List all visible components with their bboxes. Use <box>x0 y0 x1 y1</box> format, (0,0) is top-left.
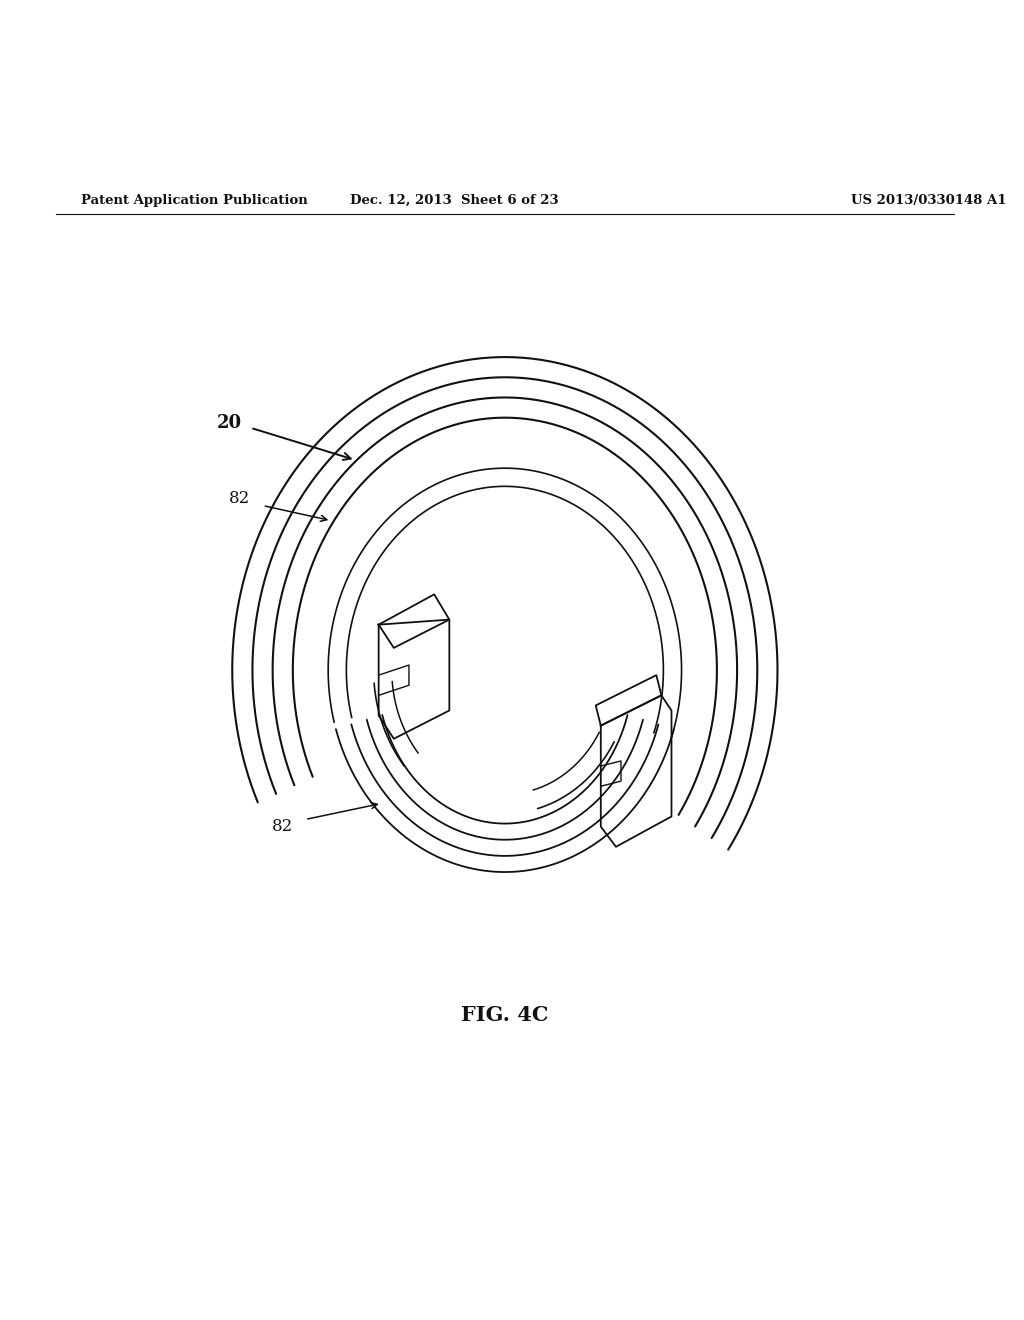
Text: 82: 82 <box>229 490 251 507</box>
Text: FIG. 4C: FIG. 4C <box>461 1006 549 1026</box>
Text: 20: 20 <box>217 413 243 432</box>
Text: US 2013/0330148 A1: US 2013/0330148 A1 <box>851 194 1007 207</box>
Text: Patent Application Publication: Patent Application Publication <box>81 194 307 207</box>
Text: Dec. 12, 2013  Sheet 6 of 23: Dec. 12, 2013 Sheet 6 of 23 <box>350 194 559 207</box>
Text: 82: 82 <box>271 818 293 836</box>
